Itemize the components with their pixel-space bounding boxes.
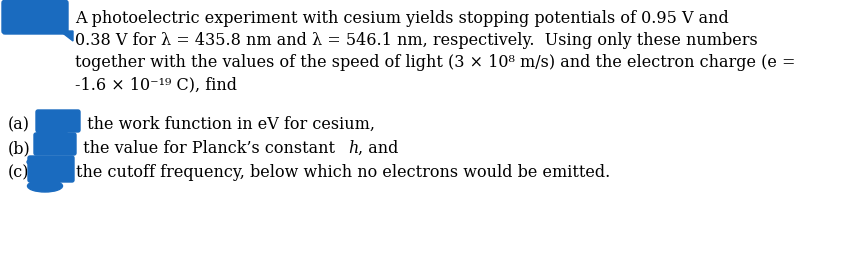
Text: (b): (b): [8, 140, 31, 157]
FancyBboxPatch shape: [2, 0, 68, 34]
Text: the work function in eV for cesium,: the work function in eV for cesium,: [82, 116, 375, 133]
Text: the cutoff frequency, below which no electrons would be emitted.: the cutoff frequency, below which no ele…: [76, 164, 610, 181]
Ellipse shape: [27, 158, 49, 166]
FancyBboxPatch shape: [36, 110, 80, 132]
Text: (a): (a): [8, 116, 30, 133]
FancyBboxPatch shape: [34, 133, 76, 155]
Polygon shape: [60, 31, 73, 41]
Text: (c): (c): [8, 164, 29, 181]
Text: A photoelectric experiment with cesium yields stopping potentials of 0.95 V and: A photoelectric experiment with cesium y…: [75, 10, 728, 27]
Text: the value for Planck’s constant: the value for Planck’s constant: [78, 140, 340, 157]
Text: -1.6 × 10⁻¹⁹ C), find: -1.6 × 10⁻¹⁹ C), find: [75, 76, 237, 93]
Text: together with the values of the speed of light (3 × 10⁸ m/s) and the electron ch: together with the values of the speed of…: [75, 54, 796, 71]
Text: h: h: [348, 140, 358, 157]
Text: , and: , and: [358, 140, 399, 157]
Ellipse shape: [28, 180, 62, 192]
Ellipse shape: [37, 127, 67, 137]
FancyBboxPatch shape: [28, 156, 74, 182]
Text: 0.38 V for λ = 435.8 nm and λ = 546.1 nm, respectively.  Using only these number: 0.38 V for λ = 435.8 nm and λ = 546.1 nm…: [75, 32, 758, 49]
